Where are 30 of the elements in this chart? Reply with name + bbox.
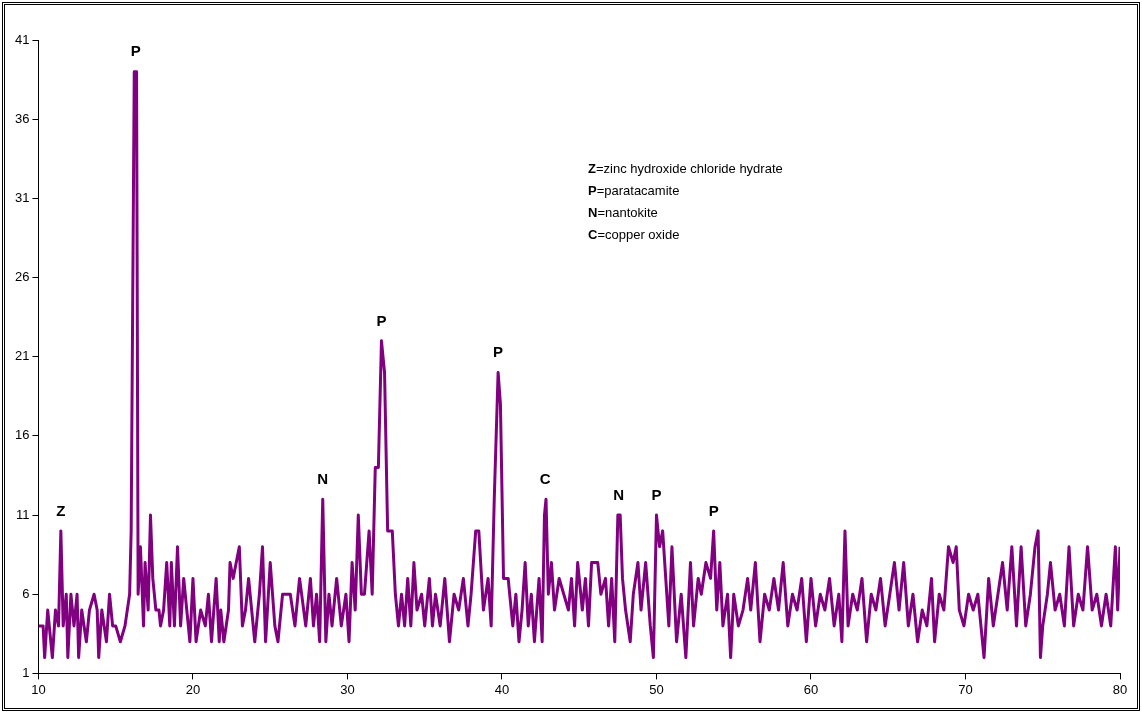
x-tick-label: 20: [185, 681, 201, 697]
x-tick-label: 70: [958, 681, 973, 697]
annotation: N: [613, 485, 625, 503]
annotation: P=paratacamite: [588, 182, 681, 200]
y-tick-label: 31: [14, 189, 30, 205]
annotation: P: [376, 311, 387, 329]
y-tick-label: 41: [14, 31, 30, 47]
annotation: P: [651, 485, 662, 503]
x-tick-label: 60: [803, 681, 819, 697]
annotation: N=nantokite: [588, 204, 659, 222]
annotation: C: [539, 469, 551, 487]
y-tick-label: 16: [14, 427, 30, 443]
x-tick-label: 80: [1112, 681, 1128, 697]
y-tick-label: 11: [15, 506, 30, 522]
y-tick-label: 6: [22, 585, 30, 601]
annotation: Z=zinc hydroxide chloride hydrate: [588, 160, 783, 178]
y-tick-label: 1: [22, 664, 30, 680]
y-tick-label: 21: [14, 348, 30, 364]
annotation: P: [493, 343, 504, 361]
x-tick-label: 40: [494, 681, 510, 697]
annotation: P: [130, 42, 141, 60]
x-tick-label: 10: [31, 681, 46, 697]
y-tick-label: 26: [14, 269, 30, 285]
annotation: N: [317, 469, 329, 487]
annotation: Z: [56, 501, 66, 519]
annotation: C=copper oxide: [588, 226, 681, 244]
annotation: P: [708, 501, 719, 519]
x-tick-label: 30: [340, 681, 355, 697]
y-tick-label: 36: [14, 110, 30, 126]
x-tick-label: 50: [649, 681, 664, 697]
